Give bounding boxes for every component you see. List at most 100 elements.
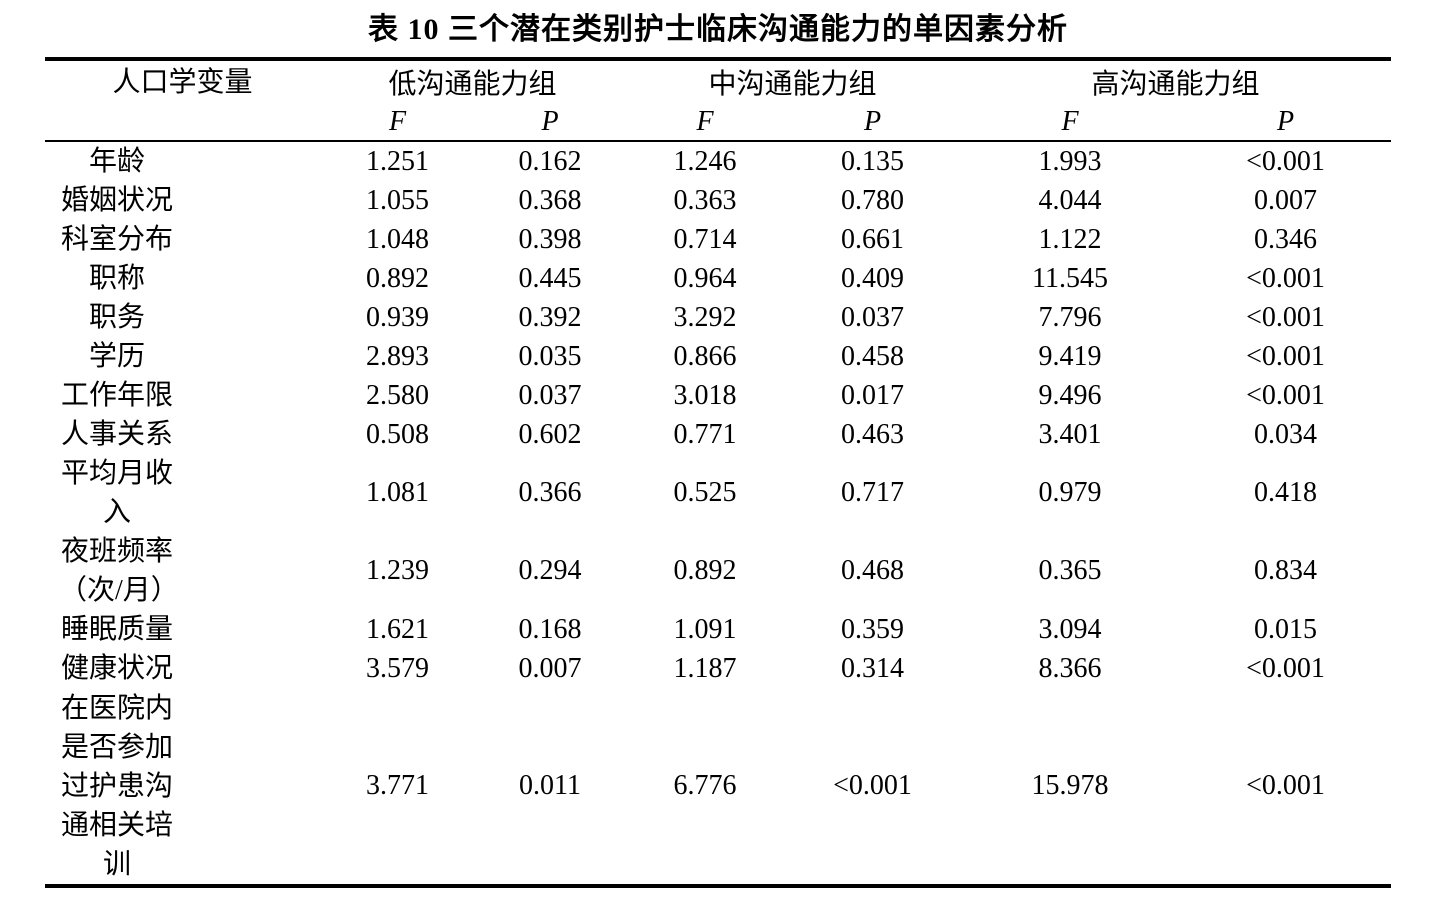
cell-low-p: 0.392 [518,301,582,333]
table-row: 学历 2.893 0.035 0.866 0.458 9.419 <0.001 [45,337,1391,376]
cell-low-p: 0.366 [518,477,582,508]
cell-mid-f: 0.964 [673,262,737,294]
cell-mid-f: 1.187 [673,652,737,684]
cell-high-p: <0.001 [1246,301,1325,333]
cell-mid-p: 0.314 [841,652,905,684]
header-high-p: P [1180,103,1392,142]
cell-mid-f: 0.525 [673,477,737,508]
cell-mid-p: 0.409 [841,262,905,294]
row-label: 年龄 [88,146,145,177]
cell-mid-p: 0.037 [841,301,905,333]
cell-high-f: 11.545 [1032,262,1109,294]
header-group-high: 高沟通能力组 [1091,69,1260,100]
cell-mid-p: 0.463 [841,418,905,450]
cell-low-p: 0.011 [519,770,581,801]
cell-low-p: 0.037 [518,379,582,411]
cell-high-p: <0.001 [1246,262,1325,294]
cell-low-f: 2.893 [366,340,429,372]
cell-low-f: 1.239 [366,555,429,586]
cell-mid-f: 1.091 [673,613,737,645]
row-label: 职称 [88,263,145,294]
cell-mid-p: 0.717 [841,477,905,508]
cell-low-f: 1.048 [366,223,429,255]
cell-high-p: 0.834 [1254,555,1318,586]
cell-high-p: <0.001 [1246,652,1325,684]
row-label: 在医院内 是否参加 过护患沟 通相关培 训 [60,692,173,880]
header-stat-row: F P F P F P [45,103,1392,142]
cell-mid-p: <0.001 [833,770,912,801]
cell-low-p: 0.168 [518,613,582,645]
cell-low-f: 0.508 [366,418,429,450]
table-row: 年龄 1.251 0.162 1.246 0.135 1.993 <0.001 [45,141,1391,181]
cell-mid-p: 0.017 [841,379,905,411]
header-mid-f: F [625,103,786,142]
header-group-row: 人口学变量 低沟通能力组 中沟通能力组 高沟通能力组 [45,59,1391,142]
univariate-analysis-table: 人口学变量 低沟通能力组 中沟通能力组 高沟通能力组 F P F P F P 年… [45,57,1392,888]
row-label: 职务 [88,302,145,333]
cell-low-p: 0.368 [518,184,582,216]
table-row: 科室分布 1.048 0.398 0.714 0.661 1.122 0.346 [45,220,1391,259]
cell-high-p: <0.001 [1246,770,1325,801]
table-title: 表 10 三个潜在类别护士临床沟通能力的单因素分析 [368,13,1068,46]
header-variable: 人口学变量 [45,59,320,142]
table-row: 职务 0.939 0.392 3.292 0.037 7.796 <0.001 [45,298,1391,337]
cell-low-p: 0.035 [518,340,582,372]
cell-mid-f: 0.892 [673,555,737,586]
cell-high-p: 0.346 [1254,223,1318,255]
header-low-f: F [320,103,475,142]
cell-high-f: 0.365 [1038,555,1102,586]
cell-mid-p: 0.661 [841,223,905,255]
cell-high-f: 7.796 [1038,301,1102,333]
cell-high-p: 0.418 [1254,477,1318,508]
cell-mid-p: 0.458 [841,340,905,372]
cell-high-p: 0.007 [1254,184,1318,216]
cell-low-p: 0.007 [518,652,582,684]
cell-high-f: 1.993 [1038,145,1102,177]
cell-high-f: 1.122 [1038,223,1102,255]
header-mid-p: P [785,103,961,142]
table-row: 婚姻状况 1.055 0.368 0.363 0.780 4.044 0.007 [45,181,1391,220]
cell-low-p: 0.294 [518,555,582,586]
cell-low-f: 2.580 [366,379,429,411]
table-row: 夜班频率 （次/月） 1.239 0.294 0.892 0.468 0.365… [45,532,1391,610]
cell-low-p: 0.445 [518,262,582,294]
cell-high-f: 9.496 [1038,379,1102,411]
cell-mid-f: 0.771 [673,418,737,450]
cell-mid-f: 0.866 [673,340,737,372]
row-label: 夜班频率 （次/月） [59,536,179,606]
cell-high-p: <0.001 [1246,340,1325,372]
row-label: 平均月收 入 [60,458,173,528]
header-group-low: 低沟通能力组 [388,69,557,100]
cell-low-p: 0.398 [518,223,582,255]
header-low-p: P [475,103,626,142]
cell-high-p: 0.034 [1254,418,1318,450]
cell-low-f: 1.055 [366,184,429,216]
cell-mid-p: 0.359 [841,613,905,645]
row-label: 学历 [88,341,145,372]
cell-low-f: 3.579 [366,652,429,684]
cell-high-p: <0.001 [1246,379,1325,411]
cell-low-f: 1.621 [366,613,429,645]
row-label: 婚姻状况 [60,185,173,216]
cell-high-f: 3.401 [1038,418,1102,450]
cell-high-f: 4.044 [1038,184,1102,216]
cell-mid-f: 3.018 [673,379,737,411]
cell-mid-p: 0.135 [841,145,905,177]
cell-low-p: 0.162 [518,145,582,177]
cell-mid-f: 1.246 [673,145,737,177]
cell-mid-f: 3.292 [673,301,737,333]
cell-low-p: 0.602 [518,418,582,450]
cell-low-f: 1.081 [366,477,429,508]
table-header: 人口学变量 低沟通能力组 中沟通能力组 高沟通能力组 F P F P F P [45,59,1392,142]
cell-high-f: 9.419 [1038,340,1102,372]
row-label: 人事关系 [60,419,173,450]
header-high-f: F [960,103,1181,142]
cell-high-p: <0.001 [1246,145,1325,177]
header-group-mid: 中沟通能力组 [708,69,877,100]
cell-high-f: 3.094 [1038,613,1102,645]
row-label: 科室分布 [60,224,173,255]
table-row: 职称 0.892 0.445 0.964 0.409 11.545 <0.001 [45,259,1391,298]
table-body: 年龄 1.251 0.162 1.246 0.135 1.993 <0.001 … [45,141,1391,886]
cell-low-f: 1.251 [366,145,429,177]
table-row: 平均月收 入 1.081 0.366 0.525 0.717 0.979 0.4… [45,454,1391,532]
